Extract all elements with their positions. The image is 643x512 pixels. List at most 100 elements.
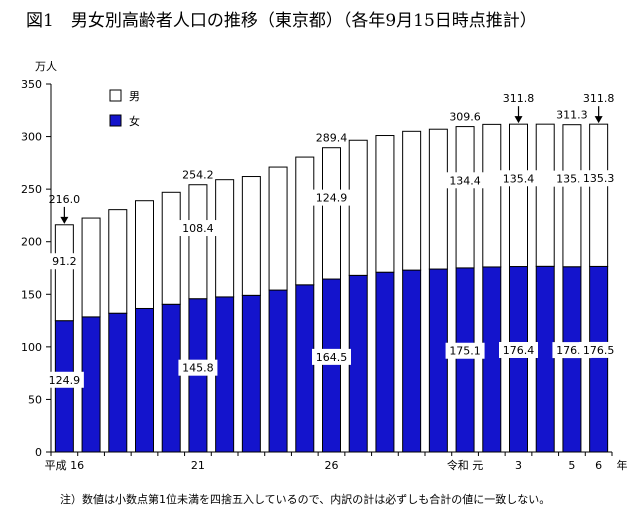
bar-male xyxy=(375,135,395,273)
bar-male xyxy=(108,209,128,314)
bar-female xyxy=(428,268,448,453)
female-value-label-box xyxy=(312,348,351,365)
bar-male xyxy=(348,139,368,276)
legend-swatch-female xyxy=(109,114,122,127)
bar-female xyxy=(482,266,502,453)
y-tick-label: 350 xyxy=(21,78,42,91)
total-label: 309.6 xyxy=(449,110,481,123)
bar-female xyxy=(589,265,609,453)
chart-title: 図1 男女別高齢者人口の推移（東京都）（各年9月15日時点推計） xyxy=(26,11,537,31)
bar-female xyxy=(161,303,181,453)
x-axis-unit: 年 xyxy=(617,458,628,472)
bar-male xyxy=(241,176,261,296)
bar-male xyxy=(215,179,235,298)
bar-female xyxy=(509,266,528,453)
x-tick-label: 令和 元 xyxy=(447,458,484,472)
bar-male xyxy=(322,147,341,280)
bar-female xyxy=(322,278,341,453)
bar-male xyxy=(455,126,475,269)
bar-male xyxy=(135,200,154,309)
bar-female xyxy=(81,316,101,453)
arrow-head xyxy=(594,116,603,124)
female-value-label: 124.9 xyxy=(49,374,81,387)
y-tick-label: 200 xyxy=(21,236,42,249)
data-labels: 216.0 254.2 289.4 309.6 311.8 311.3 311.8 91.2 1… xyxy=(44,92,619,388)
female-value-label-box xyxy=(579,341,619,358)
bar-male xyxy=(482,123,502,268)
bar-female xyxy=(562,266,582,453)
male-value-label-box xyxy=(445,172,485,189)
arrow-head xyxy=(60,216,69,224)
legend-label-male: 男 xyxy=(129,90,140,103)
male-value-label-box xyxy=(579,170,619,187)
y-tick-label: 0 xyxy=(35,446,42,459)
footnote: 注）数値は小数点第1位未満を四捨五入しているので、内訳の計は必ずしも合計の値に一… xyxy=(60,493,551,506)
arrow-head xyxy=(514,116,523,124)
bar-male xyxy=(295,156,315,286)
total-label: 311.3 xyxy=(556,109,588,122)
female-value-label-box xyxy=(499,341,538,358)
legend-label-female: 女 xyxy=(129,114,140,128)
y-tick-label: 250 xyxy=(21,183,42,196)
female-value-label-box xyxy=(445,342,485,359)
bar-male xyxy=(509,123,528,268)
bar-female xyxy=(535,265,555,453)
bar-male xyxy=(428,128,448,270)
bar-male xyxy=(562,124,582,268)
male-value-label: 124.9 xyxy=(316,192,348,205)
bar-female xyxy=(348,274,368,453)
bar-female xyxy=(375,271,395,453)
bar-female xyxy=(108,312,128,453)
y-tick-label: 150 xyxy=(21,288,42,301)
total-label: 254.2 xyxy=(182,169,214,182)
x-tick-label: 平成 16 xyxy=(45,459,85,472)
male-value-label: 108.4 xyxy=(182,222,214,235)
female-value-label: 175.1 xyxy=(449,345,481,358)
bar-male xyxy=(589,123,609,267)
bar-male xyxy=(268,166,288,291)
bar-male xyxy=(188,184,208,300)
bar-female xyxy=(268,289,288,453)
bar-male xyxy=(54,224,74,322)
y-tick-label: 100 xyxy=(21,341,42,354)
legend-swatch-male xyxy=(109,89,122,102)
male-value-label: 135.3 xyxy=(583,172,615,185)
bar-female xyxy=(135,307,154,453)
legend: 男女 xyxy=(109,89,140,128)
x-tick-label: 26 xyxy=(325,459,339,472)
male-value-label-box xyxy=(312,189,351,206)
bar-male xyxy=(161,191,181,305)
total-label: 289.4 xyxy=(316,132,348,145)
bar-female xyxy=(402,269,422,453)
female-value-label: 176.5 xyxy=(583,344,615,357)
male-value-label: 134.4 xyxy=(449,174,481,187)
female-value-label: 164.5 xyxy=(316,351,348,364)
total-label: 216.0 xyxy=(49,193,81,206)
female-value-label: 176.4 xyxy=(503,344,535,357)
male-value-label: 135.4 xyxy=(503,172,535,185)
male-value-label-box xyxy=(48,253,81,270)
total-label: 311.8 xyxy=(503,92,535,105)
male-value-label-box xyxy=(178,220,218,237)
bar-female xyxy=(295,284,315,453)
female-value-label: 145.8 xyxy=(182,362,214,375)
male-value-label-box xyxy=(499,170,538,187)
bar-female xyxy=(455,267,475,453)
bar-female xyxy=(241,294,261,453)
female-value-label-box xyxy=(44,371,84,388)
bar-male xyxy=(402,130,422,271)
y-axis-unit: 万人 xyxy=(35,60,57,73)
female-value-label-box xyxy=(178,359,218,376)
x-tick-label: 6 xyxy=(595,459,602,472)
x-tick-label: 3 xyxy=(515,459,522,472)
x-tick-label: 5 xyxy=(568,459,575,472)
x-tick-label: 21 xyxy=(191,459,205,472)
bars xyxy=(54,123,609,453)
bar-female xyxy=(215,296,235,453)
male-value-label: 91.2 xyxy=(52,255,77,268)
y-tick-label: 300 xyxy=(21,131,42,144)
bar-male xyxy=(81,217,101,318)
total-label: 311.8 xyxy=(583,92,615,105)
y-tick-label: 50 xyxy=(28,393,42,406)
